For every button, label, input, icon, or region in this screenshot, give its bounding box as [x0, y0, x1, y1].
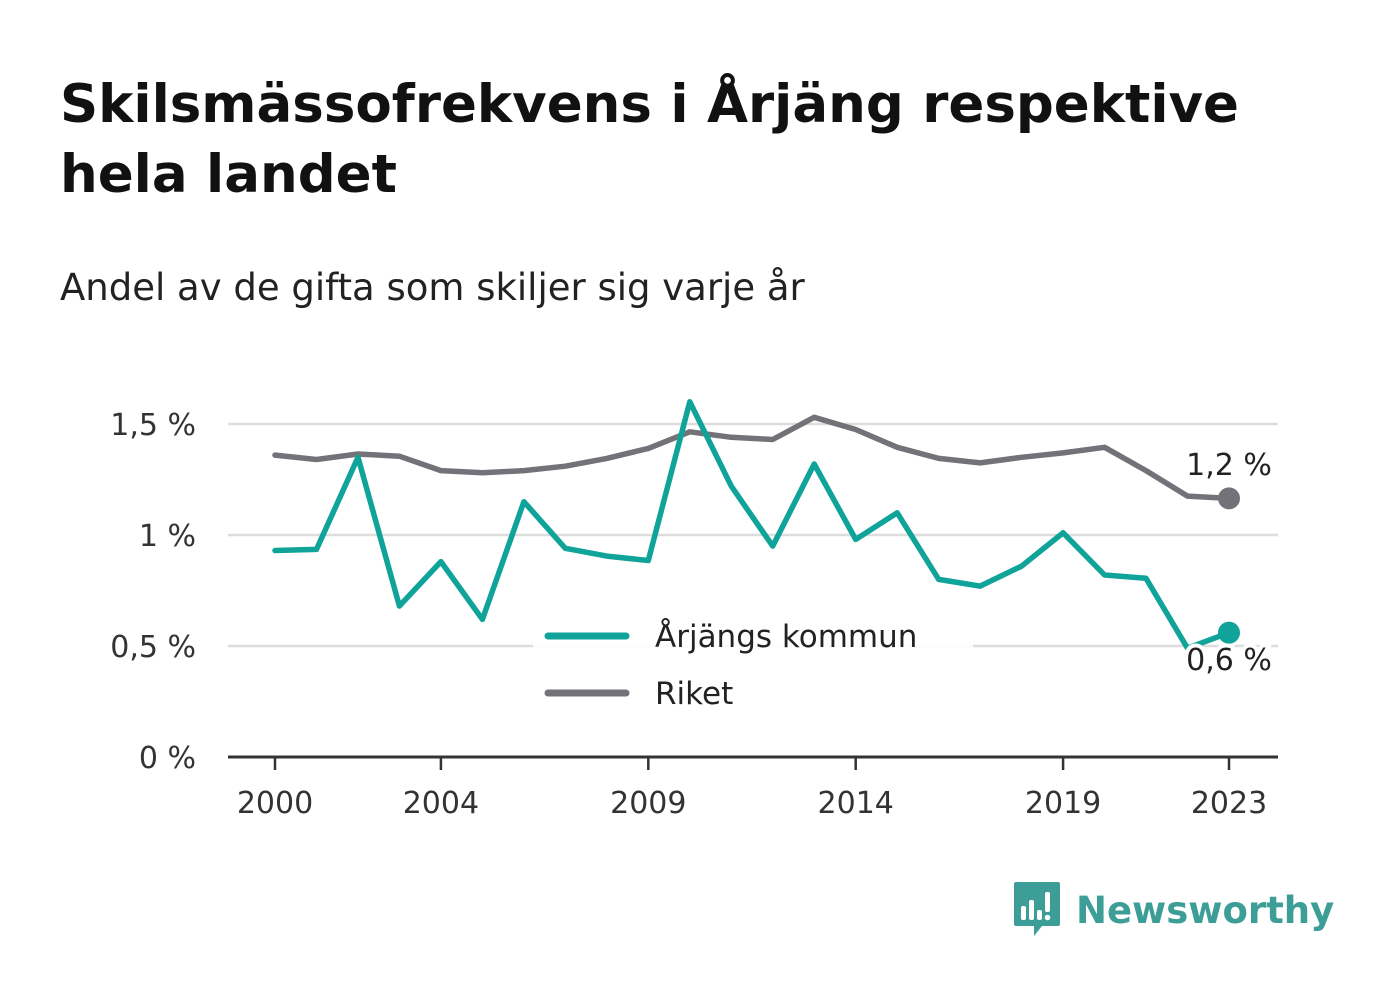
end-label-riket: 1,2 %	[1186, 448, 1272, 483]
x-tick-label: 2019	[1025, 786, 1101, 821]
x-tick-label: 2004	[403, 786, 479, 821]
y-tick-label: 1 %	[139, 519, 196, 554]
end-point-arjang	[1218, 621, 1240, 644]
legend-label-arjang: Årjängs kommun	[655, 619, 917, 655]
series-line-riket	[272, 414, 1232, 502]
x-tick-label: 2009	[610, 786, 686, 821]
end-point-riket	[1218, 487, 1240, 510]
legend-label-riket: Riket	[655, 676, 733, 712]
legend-background	[533, 606, 973, 724]
y-tick-label: 1,5 %	[110, 408, 196, 443]
y-tick-label: 0,5 %	[110, 630, 196, 665]
series-layer	[272, 399, 1240, 651]
brand-name: Newsworthy	[1076, 888, 1335, 932]
x-tick-label: 2023	[1191, 786, 1267, 821]
end-label-arjang: 0,6 %	[1186, 643, 1272, 678]
x-tick-label: 2000	[237, 786, 313, 821]
chart-title: Skilsmässofrekvens i Årjäng respektive h…	[60, 74, 1239, 205]
chart-subtitle: Andel av de gifta som skiljer sig varje …	[60, 266, 805, 309]
newsworthy-logo: Newsworthy	[1012, 880, 1334, 940]
series-line-arjang	[272, 399, 1232, 651]
bar-chart-speech-bubble-icon	[1014, 882, 1060, 936]
axis-layer: 0 % 0,5 % 1 % 1,5 % 2000 2004 2009 2014 2019 2023	[110, 408, 1278, 821]
y-tick-label: 0 %	[139, 741, 196, 776]
legend: Årjängs kommun Riket 0,6 % 1,2 %	[533, 444, 1276, 724]
x-tick-label: 2014	[818, 786, 894, 821]
